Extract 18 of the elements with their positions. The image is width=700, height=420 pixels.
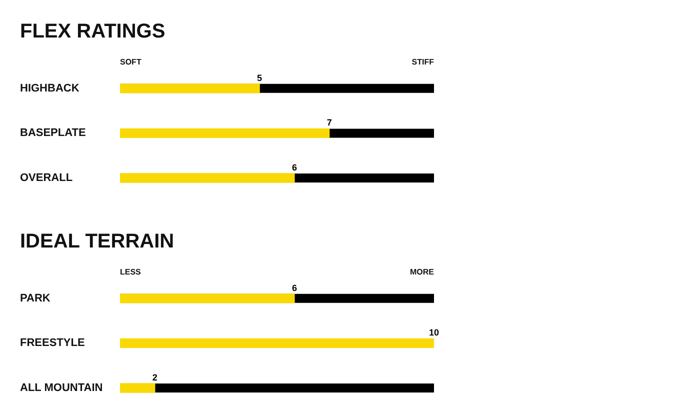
y-tick-label: OVERALL <box>20 172 73 184</box>
chart-title: FLEX RATINGS <box>20 20 166 43</box>
y-tick-label: BASEPLATE <box>20 127 86 140</box>
y-tick-label: HIGHBACK <box>20 82 80 94</box>
y-tick-label: PARK <box>20 292 50 304</box>
annotation: SOFT <box>120 58 142 67</box>
data-label: 10 <box>428 328 440 338</box>
annotation: STIFF <box>412 58 434 67</box>
data-label: 7 <box>326 118 332 128</box>
annotation: LESS <box>120 268 142 277</box>
data-label: 6 <box>292 162 297 172</box>
y-tick-label: FREESTYLE <box>20 337 85 350</box>
data-label: 5 <box>257 72 262 83</box>
chart-title: IDEAL TERRAIN <box>20 230 174 253</box>
annotation: MORE <box>410 268 435 277</box>
data-label: 2 <box>152 372 158 382</box>
y-tick-label: ALL MOUNTAIN <box>20 382 103 394</box>
data-label: 6 <box>292 282 297 293</box>
